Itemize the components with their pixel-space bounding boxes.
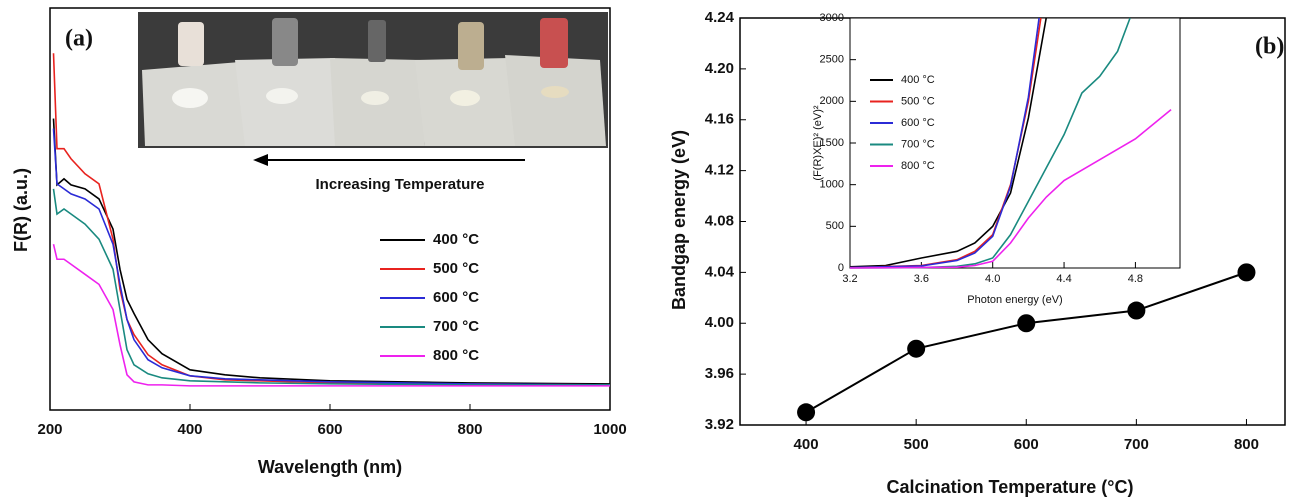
legend-label: 700 °C [433, 318, 479, 335]
x-tick-label: 3.6 [914, 273, 929, 285]
annotation: Increasing Temperature [316, 176, 485, 193]
series-line [849, 17, 1131, 269]
x-tick-label: 400 [177, 421, 202, 438]
y-tick-label: 2500 [820, 54, 844, 66]
data-point [1237, 263, 1256, 282]
x-tick-label: 4.0 [985, 273, 1000, 285]
legend-label: 800 °C [901, 160, 935, 172]
x-tick-label: 600 [1014, 436, 1039, 453]
data-point [1127, 301, 1146, 320]
series-line [849, 17, 1040, 269]
y-tick-label: 4.16 [705, 111, 734, 128]
y-tick-label: 3.96 [705, 365, 734, 382]
legend-label: 600 °C [901, 117, 935, 129]
panel-label: (b) [1255, 34, 1284, 60]
y-tick-label: 4.12 [705, 162, 734, 179]
y-tick-label: 1000 [820, 179, 844, 191]
series-line [849, 109, 1172, 269]
legend-label: 400 °C [433, 231, 479, 248]
legend-label: 500 °C [433, 260, 479, 277]
x-tick-label: 3.2 [842, 273, 857, 285]
x-tick-label: 800 [457, 421, 482, 438]
series-line [52, 53, 611, 386]
panel-label: (a) [65, 26, 93, 52]
x-axis-label: Calcination Temperature (°C) [887, 477, 1134, 497]
y-tick-label: 500 [826, 220, 844, 232]
x-tick-label: 800 [1234, 436, 1259, 453]
photo-inset [138, 12, 608, 148]
x-tick-label: 600 [317, 421, 342, 438]
x-tick-label: 700 [1124, 436, 1149, 453]
legend-label: 800 °C [433, 347, 479, 364]
y-tick-label: 4.24 [705, 9, 735, 26]
y-tick-label: 3.92 [705, 416, 734, 433]
legend-label: 700 °C [901, 138, 935, 150]
y-axis-label: (F(R)XE)² (eV)² [812, 105, 824, 180]
y-tick-label: 4.20 [705, 60, 734, 77]
y-tick-label: 3000 [820, 12, 844, 24]
legend-label: 400 °C [901, 74, 935, 86]
x-axis-label: Wavelength (nm) [258, 457, 402, 477]
legend-label: 500 °C [901, 95, 935, 107]
x-tick-label: 400 [794, 436, 819, 453]
x-tick-label: 4.4 [1056, 273, 1071, 285]
plot-frame [849, 17, 1181, 269]
temperature-arrow [253, 154, 525, 166]
data-point [907, 339, 926, 358]
series-line [52, 128, 611, 386]
y-axis-label: Bandgap energy (eV) [669, 130, 689, 310]
x-tick-label: 500 [904, 436, 929, 453]
y-axis-label: F(R) (a.u.) [11, 168, 31, 252]
series-line [52, 188, 610, 386]
data-point [797, 403, 816, 422]
x-tick-label: 4.8 [1128, 273, 1143, 285]
x-tick-label: 1000 [593, 421, 626, 438]
y-tick-label: 0 [838, 262, 844, 274]
y-tick-label: 2000 [820, 95, 844, 107]
y-tick-label: 4.08 [705, 212, 734, 229]
y-tick-label: 4.04 [705, 263, 735, 280]
x-tick-label: 200 [37, 421, 62, 438]
series-line [849, 17, 1048, 268]
y-tick-label: 4.00 [705, 314, 734, 331]
x-axis-label: Photon energy (eV) [967, 294, 1062, 306]
legend-label: 600 °C [433, 289, 479, 306]
series-line [52, 243, 610, 387]
data-point [1017, 314, 1036, 333]
y-tick-label: 1500 [820, 137, 844, 149]
series-line [52, 118, 611, 385]
